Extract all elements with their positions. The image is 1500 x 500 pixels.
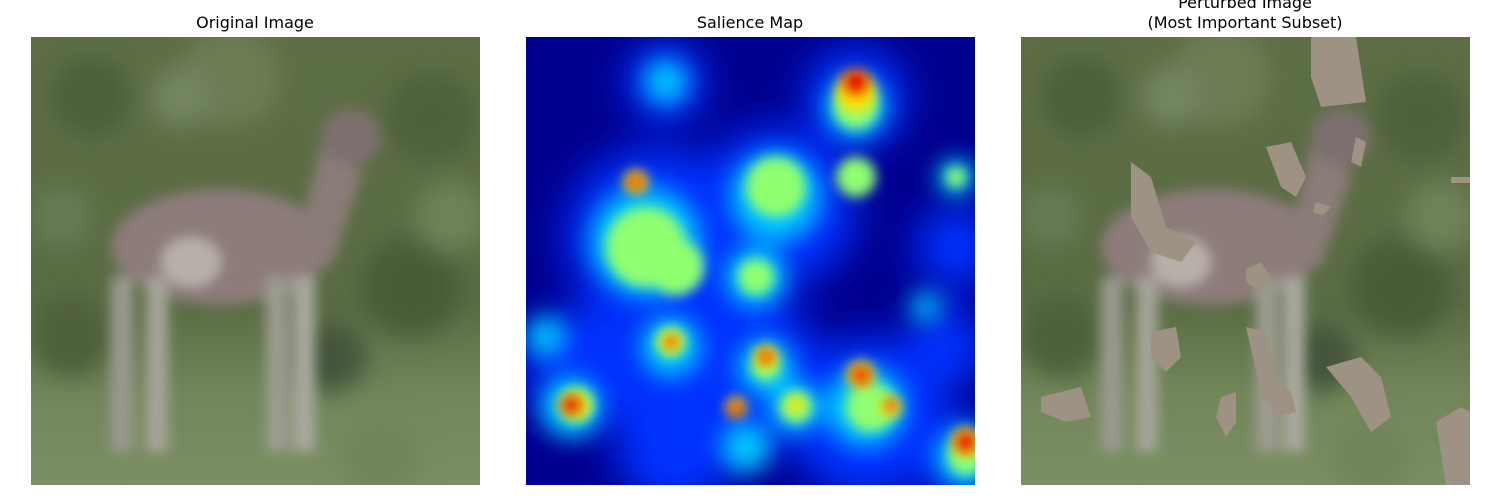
heat-blob — [760, 351, 772, 363]
panel-title: Perturbed Image — [1178, 0, 1312, 12]
foliage-patch — [51, 57, 131, 137]
foliage-patch — [416, 182, 480, 252]
foliage-patch — [1331, 417, 1411, 485]
masked-segment — [1326, 357, 1391, 432]
panel-title: Original Image — [196, 13, 314, 32]
deer-leg — [293, 277, 315, 452]
heat-blob — [630, 176, 642, 188]
masked-segment — [1313, 202, 1331, 215]
heat-blob — [746, 157, 806, 217]
heat-blob — [562, 396, 580, 414]
heat-blob — [721, 422, 771, 472]
original-image — [31, 37, 480, 485]
foliage-patch — [1021, 297, 1101, 377]
heat-blob — [648, 239, 704, 295]
masked-segment — [1311, 37, 1366, 107]
deer-head — [321, 109, 381, 165]
heat-blob — [738, 259, 774, 295]
heat-blob — [844, 70, 868, 94]
heat-blob — [886, 400, 896, 410]
heat-blob — [526, 317, 566, 357]
deer-leg — [111, 277, 133, 452]
deer — [111, 109, 381, 452]
foliage-patch — [361, 237, 461, 337]
masked-segment — [1436, 407, 1470, 485]
heat-blob — [730, 403, 742, 415]
foliage-patch — [31, 187, 91, 247]
heat-blob — [911, 292, 941, 322]
masked-segment — [1041, 387, 1091, 422]
heat-blob — [644, 60, 688, 104]
foliage-patch — [1376, 72, 1466, 162]
deer-neck — [301, 137, 361, 267]
heat-blob — [836, 157, 876, 197]
masked-segment — [1266, 142, 1306, 197]
foliage — [1021, 37, 1470, 485]
masked-segment — [1151, 327, 1181, 372]
heat-blob — [846, 382, 896, 432]
foliage-patch — [386, 72, 476, 162]
deer-body — [111, 189, 331, 305]
foliage-patch — [1041, 57, 1121, 137]
heat-blob — [946, 167, 966, 187]
masked-segment — [1451, 177, 1470, 183]
deer-chest — [161, 237, 221, 287]
deer-leg — [1101, 277, 1123, 452]
red-layer — [562, 70, 975, 452]
masked-segment — [1246, 262, 1271, 292]
foliage-patch — [1351, 237, 1451, 337]
foliage-patch — [1406, 182, 1470, 252]
masked-segment — [1246, 327, 1296, 417]
masked-segment — [1216, 392, 1236, 437]
foliage-patch — [151, 67, 211, 127]
heat-blob — [853, 367, 869, 383]
heat-blob — [956, 432, 975, 452]
foliage-patch — [31, 297, 111, 377]
heat-blob — [788, 397, 804, 413]
foliage-patch — [1141, 67, 1201, 127]
deer-leg — [1136, 277, 1158, 452]
heat-blob — [616, 387, 736, 485]
perturbed-image — [1021, 37, 1470, 485]
foliage-patch — [341, 417, 421, 485]
heat-blob — [906, 307, 975, 387]
deer-leg — [266, 277, 288, 452]
deer-neck — [1291, 137, 1351, 267]
salience-map — [526, 37, 975, 485]
heat-blob — [666, 337, 676, 347]
heat-blob — [916, 207, 975, 287]
masked-segment — [1131, 162, 1196, 262]
deer-leg — [146, 277, 168, 452]
foliage-patch — [1021, 187, 1081, 247]
masked-segment — [1351, 137, 1366, 167]
deer-leg — [1283, 277, 1305, 452]
panel-title: Salience Map — [697, 13, 803, 32]
panel-title: (Most Important Subset) — [1147, 13, 1342, 32]
